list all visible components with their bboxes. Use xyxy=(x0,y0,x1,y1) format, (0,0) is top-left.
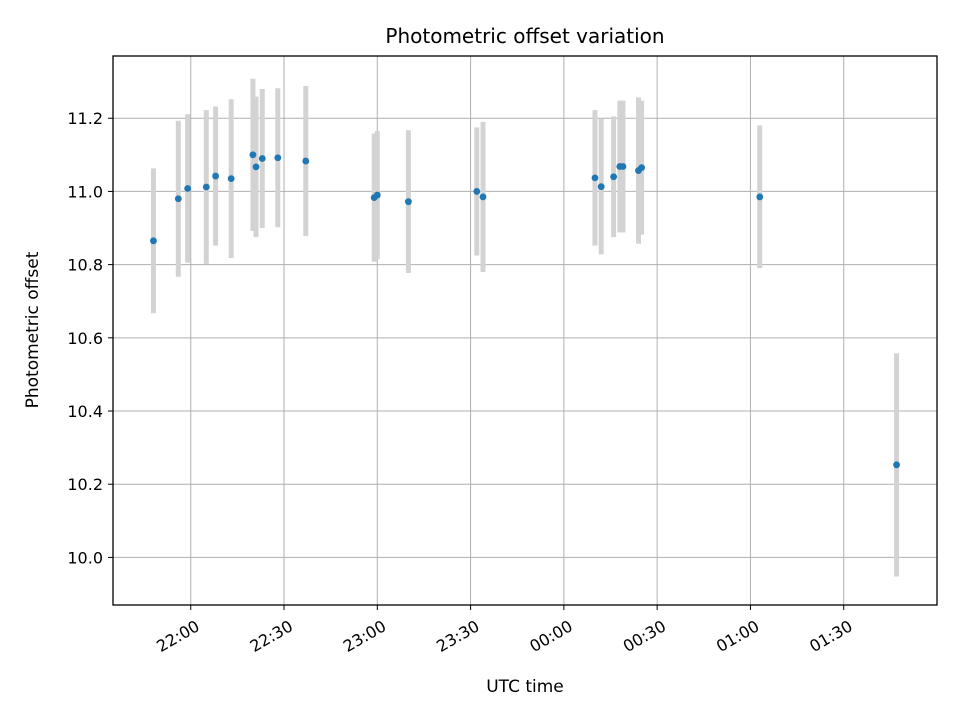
x-tick-label: 00:30 xyxy=(620,616,669,656)
error-bars xyxy=(150,78,900,577)
x-axis-title: UTC time xyxy=(486,677,564,697)
y-tick-label: 10.0 xyxy=(67,548,103,567)
data-point xyxy=(174,195,182,203)
chart-title: Photometric offset variation xyxy=(385,24,664,48)
data-point xyxy=(404,198,412,206)
y-tick-label: 10.2 xyxy=(67,475,103,494)
grid xyxy=(113,56,937,605)
data-point xyxy=(202,183,210,191)
x-tick-label: 22:30 xyxy=(247,616,296,656)
data-point xyxy=(212,172,220,180)
x-tick-label: 00:00 xyxy=(526,616,575,656)
data-point xyxy=(473,188,481,195)
data-point xyxy=(619,163,627,170)
data-point xyxy=(373,191,381,199)
data-point xyxy=(227,175,235,183)
y-tick-label: 10.6 xyxy=(67,329,103,348)
data-point xyxy=(597,183,605,191)
x-tick-label: 01:00 xyxy=(713,616,762,656)
data-point xyxy=(252,163,260,171)
x-tick-label: 22:00 xyxy=(153,616,202,656)
data-point xyxy=(150,237,157,245)
data-point xyxy=(184,185,192,192)
x-tick-label: 23:30 xyxy=(433,616,482,656)
y-tick-label: 10.4 xyxy=(67,402,103,421)
data-point xyxy=(249,151,257,159)
data-points xyxy=(150,151,900,469)
data-point xyxy=(893,461,900,469)
data-point xyxy=(756,193,764,201)
data-point xyxy=(610,173,618,181)
y-tick-label: 11.0 xyxy=(67,182,103,201)
x-tick-label: 01:30 xyxy=(806,616,855,656)
data-point xyxy=(302,157,310,165)
y-tick-label: 10.8 xyxy=(67,256,103,275)
data-point xyxy=(479,193,487,201)
data-point xyxy=(591,174,599,182)
y-tick-label: 11.2 xyxy=(67,109,103,128)
x-tick-label: 23:00 xyxy=(340,616,389,656)
data-point xyxy=(258,155,266,162)
plot-frame xyxy=(112,55,938,606)
data-point xyxy=(274,154,282,162)
data-point xyxy=(638,164,646,172)
y-axis-title: Photometric offset xyxy=(23,251,43,408)
